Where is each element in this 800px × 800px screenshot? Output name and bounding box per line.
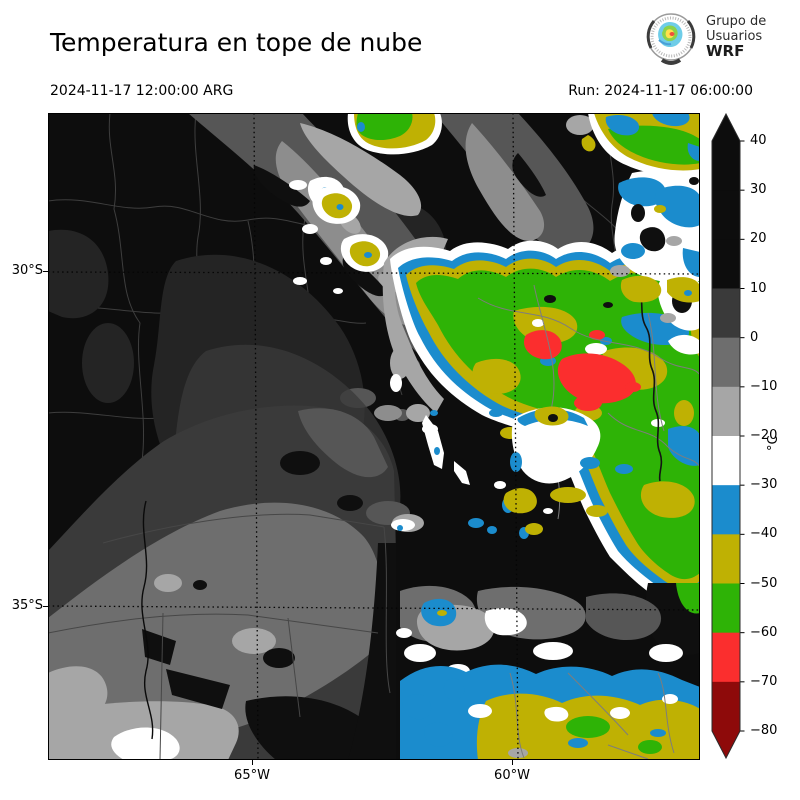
top-center-cold-blob: [347, 113, 442, 155]
colorbar-segments: [712, 141, 740, 732]
logo-line3: WRF: [706, 42, 745, 60]
colorbar-tick-label: −50: [750, 576, 778, 591]
ytick-35s: 35°S: [11, 598, 43, 613]
colorbar-labels: 40 30 20 10 0 −10 −20 −30 −40 −50 −60 −70 −80: [750, 0, 800, 800]
colorbar-outline: [711, 112, 741, 760]
right-edge-white-blue: [610, 169, 700, 355]
xtick-65w: 65°W: [234, 768, 270, 783]
bottom-convection-zone: [396, 583, 700, 760]
colorbar-tick-label: 30: [750, 182, 767, 197]
wrf-logo: Grupo de Usuarios WRF: [644, 10, 800, 70]
map-border: [48, 113, 700, 760]
colorbar-tick-label: −20: [750, 428, 778, 443]
graticule-gridlines: [48, 113, 700, 760]
colorbar-tick-label: 0: [750, 330, 759, 345]
colorbar-tick-label: −10: [750, 379, 778, 394]
ytick-30s: 30°S: [11, 263, 43, 278]
colorbar-tick-label: −70: [750, 674, 778, 689]
colorbar-tick-label: 20: [750, 231, 767, 246]
map-canvas: [48, 113, 700, 760]
colorbar-tickmarks: [740, 140, 745, 732]
page-title: Temperatura en tope de nube: [50, 28, 423, 57]
colorbar-under-arrow: [712, 731, 740, 758]
logo-line2: Usuarios: [706, 29, 763, 44]
logo-line1: Grupo de: [706, 14, 767, 29]
wrf-globe-icon: [646, 13, 696, 65]
xtick-mark: [512, 760, 513, 765]
ytick-mark: [43, 606, 48, 607]
colorbar-tick-label: −30: [750, 477, 778, 492]
colorbar-over-arrow: [712, 114, 740, 141]
run-time: Run: 2024-11-17 06:00:00: [568, 83, 753, 99]
top-right-cold-blob: [566, 113, 700, 177]
colorbar-units-label: °C: [766, 435, 781, 451]
colorbar-tick-label: 40: [750, 133, 767, 148]
ytick-mark: [43, 271, 48, 272]
xtick-mark: [252, 760, 253, 765]
gray-cloud-bottomleft: [48, 405, 396, 760]
colorbar-tick-label: 10: [750, 281, 767, 296]
valid-time: 2024-11-17 12:00:00 ARG: [50, 83, 234, 99]
xtick-60w: 60°W: [494, 768, 530, 783]
andes-convection-specks: [289, 176, 389, 294]
colorbar-tick-label: −60: [750, 625, 778, 640]
colorbar-tick-label: −40: [750, 526, 778, 541]
colorbar: [711, 112, 745, 760]
colorbar-tick-label: −80: [750, 723, 778, 738]
